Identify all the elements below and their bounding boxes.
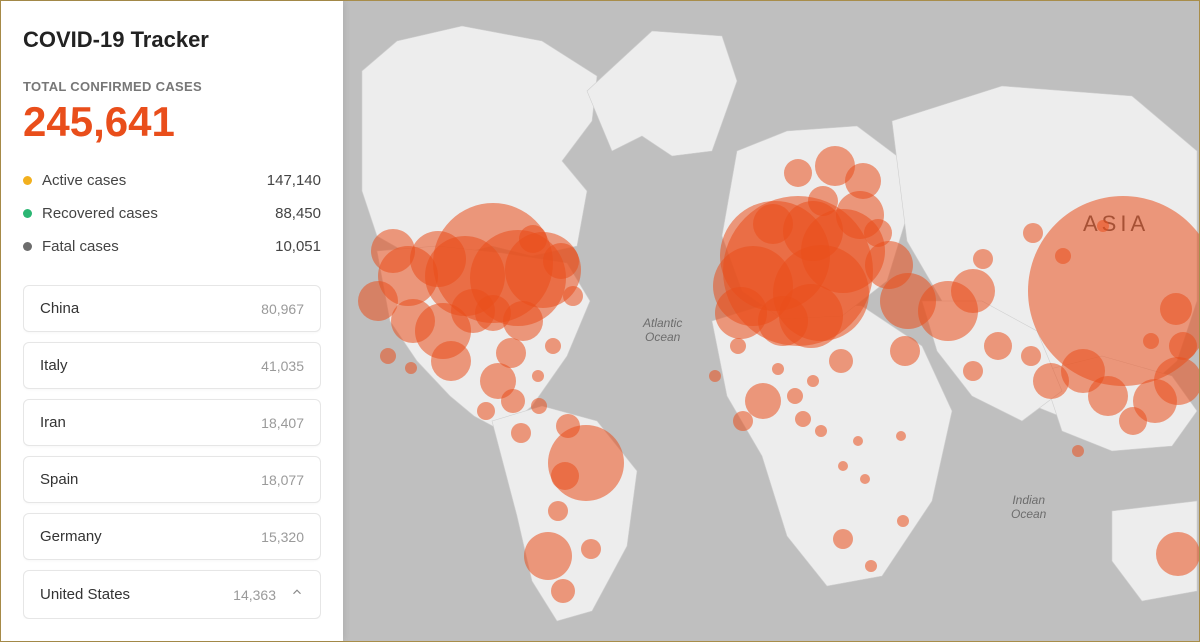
case-bubble[interactable] [1072, 445, 1084, 457]
case-bubble[interactable] [581, 539, 601, 559]
confirmed-label: TOTAL CONFIRMED CASES [23, 79, 321, 94]
case-row: Recovered cases 88,450 [23, 197, 321, 230]
confirmed-total: 245,641 [23, 98, 321, 146]
case-bubble[interactable] [1055, 248, 1071, 264]
case-bubble[interactable] [833, 529, 853, 549]
country-value: 18,077 [261, 472, 304, 488]
case-bubble[interactable] [1154, 357, 1199, 405]
case-bubble[interactable] [1143, 333, 1159, 349]
case-value: 88,450 [275, 205, 321, 222]
case-bubble[interactable] [371, 229, 415, 273]
case-bubble[interactable] [963, 361, 983, 381]
case-label: Active cases [42, 172, 126, 189]
country-name: United States [40, 586, 130, 603]
case-bubble[interactable] [973, 249, 993, 269]
case-bubble[interactable] [501, 389, 525, 413]
case-bubble[interactable] [864, 219, 892, 247]
case-bubble[interactable] [784, 159, 812, 187]
case-bubble[interactable] [551, 579, 575, 603]
case-bubble[interactable] [951, 269, 995, 313]
case-dot-icon [23, 242, 32, 251]
country-card[interactable]: China 80,967 [23, 285, 321, 332]
case-bubble[interactable] [733, 411, 753, 431]
case-bubble[interactable] [1160, 293, 1192, 325]
case-bubble[interactable] [1156, 532, 1199, 576]
case-bubble[interactable] [524, 532, 572, 580]
country-value: 15,320 [261, 529, 304, 545]
country-value: 18,407 [261, 415, 304, 431]
case-bubble[interactable] [1088, 376, 1128, 416]
case-bubble[interactable] [896, 431, 906, 441]
case-bubble[interactable] [787, 388, 803, 404]
case-bubble[interactable] [772, 363, 784, 375]
case-bubble[interactable] [532, 370, 544, 382]
case-bubble[interactable] [503, 301, 543, 341]
sidebar: COVID-19 Tracker TOTAL CONFIRMED CASES 2… [1, 1, 343, 641]
case-bubble[interactable] [807, 375, 819, 387]
case-bubble[interactable] [548, 501, 568, 521]
case-value: 10,051 [275, 238, 321, 255]
country-card[interactable]: Iran 18,407 [23, 399, 321, 446]
case-bubble[interactable] [563, 286, 583, 306]
country-list: China 80,967 Italy 41,035 Iran 18,407 Spain 18,… [23, 285, 321, 619]
case-label: Fatal cases [42, 238, 119, 255]
case-label: Recovered cases [42, 205, 158, 222]
case-bubble[interactable] [984, 332, 1012, 360]
case-bubble[interactable] [380, 348, 396, 364]
case-bubble[interactable] [1097, 220, 1109, 232]
case-bubble[interactable] [865, 560, 877, 572]
app-title: COVID-19 Tracker [23, 27, 321, 53]
case-bubble[interactable] [1023, 223, 1043, 243]
country-card[interactable]: United States 14,363 [23, 570, 321, 619]
case-bubble[interactable] [730, 338, 746, 354]
case-summary: Active cases 147,140 Recovered cases 88,450… [23, 164, 321, 263]
country-name: Spain [40, 471, 78, 488]
country-name: Italy [40, 357, 68, 374]
case-bubble[interactable] [511, 423, 531, 443]
case-bubble[interactable] [897, 515, 909, 527]
country-value: 41,035 [261, 358, 304, 374]
case-bubble[interactable] [829, 349, 853, 373]
country-value: 80,967 [261, 301, 304, 317]
case-bubble[interactable] [815, 425, 827, 437]
world-map[interactable]: ASIA AtlanticOcean IndianOcean [343, 1, 1199, 641]
country-card[interactable]: Spain 18,077 [23, 456, 321, 503]
case-bubble[interactable] [860, 474, 870, 484]
case-bubble[interactable] [753, 204, 793, 244]
country-name: China [40, 300, 79, 317]
case-bubble[interactable] [519, 225, 547, 253]
case-bubble[interactable] [405, 362, 417, 374]
country-name: Germany [40, 528, 102, 545]
case-bubble[interactable] [795, 411, 811, 427]
case-bubble[interactable] [815, 146, 855, 186]
case-bubble[interactable] [853, 436, 863, 446]
case-bubble[interactable] [1169, 332, 1197, 360]
case-bubble[interactable] [551, 462, 579, 490]
case-bubble[interactable] [531, 398, 547, 414]
country-value: 14,363 [233, 587, 276, 603]
chevron-up-icon[interactable] [290, 585, 304, 604]
case-dot-icon [23, 176, 32, 185]
case-row: Active cases 147,140 [23, 164, 321, 197]
case-bubble[interactable] [543, 243, 579, 279]
case-bubble[interactable] [709, 370, 721, 382]
case-bubble[interactable] [545, 338, 561, 354]
case-row: Fatal cases 10,051 [23, 230, 321, 263]
case-value: 147,140 [267, 172, 321, 189]
country-card[interactable]: Germany 15,320 [23, 513, 321, 560]
case-bubble[interactable] [1021, 346, 1041, 366]
case-bubble[interactable] [715, 287, 767, 339]
country-name: Iran [40, 414, 66, 431]
case-bubble[interactable] [838, 461, 848, 471]
case-bubble[interactable] [431, 341, 471, 381]
case-bubble[interactable] [890, 336, 920, 366]
case-bubble[interactable] [477, 402, 495, 420]
case-bubble[interactable] [808, 186, 838, 216]
case-dot-icon [23, 209, 32, 218]
country-card[interactable]: Italy 41,035 [23, 342, 321, 389]
